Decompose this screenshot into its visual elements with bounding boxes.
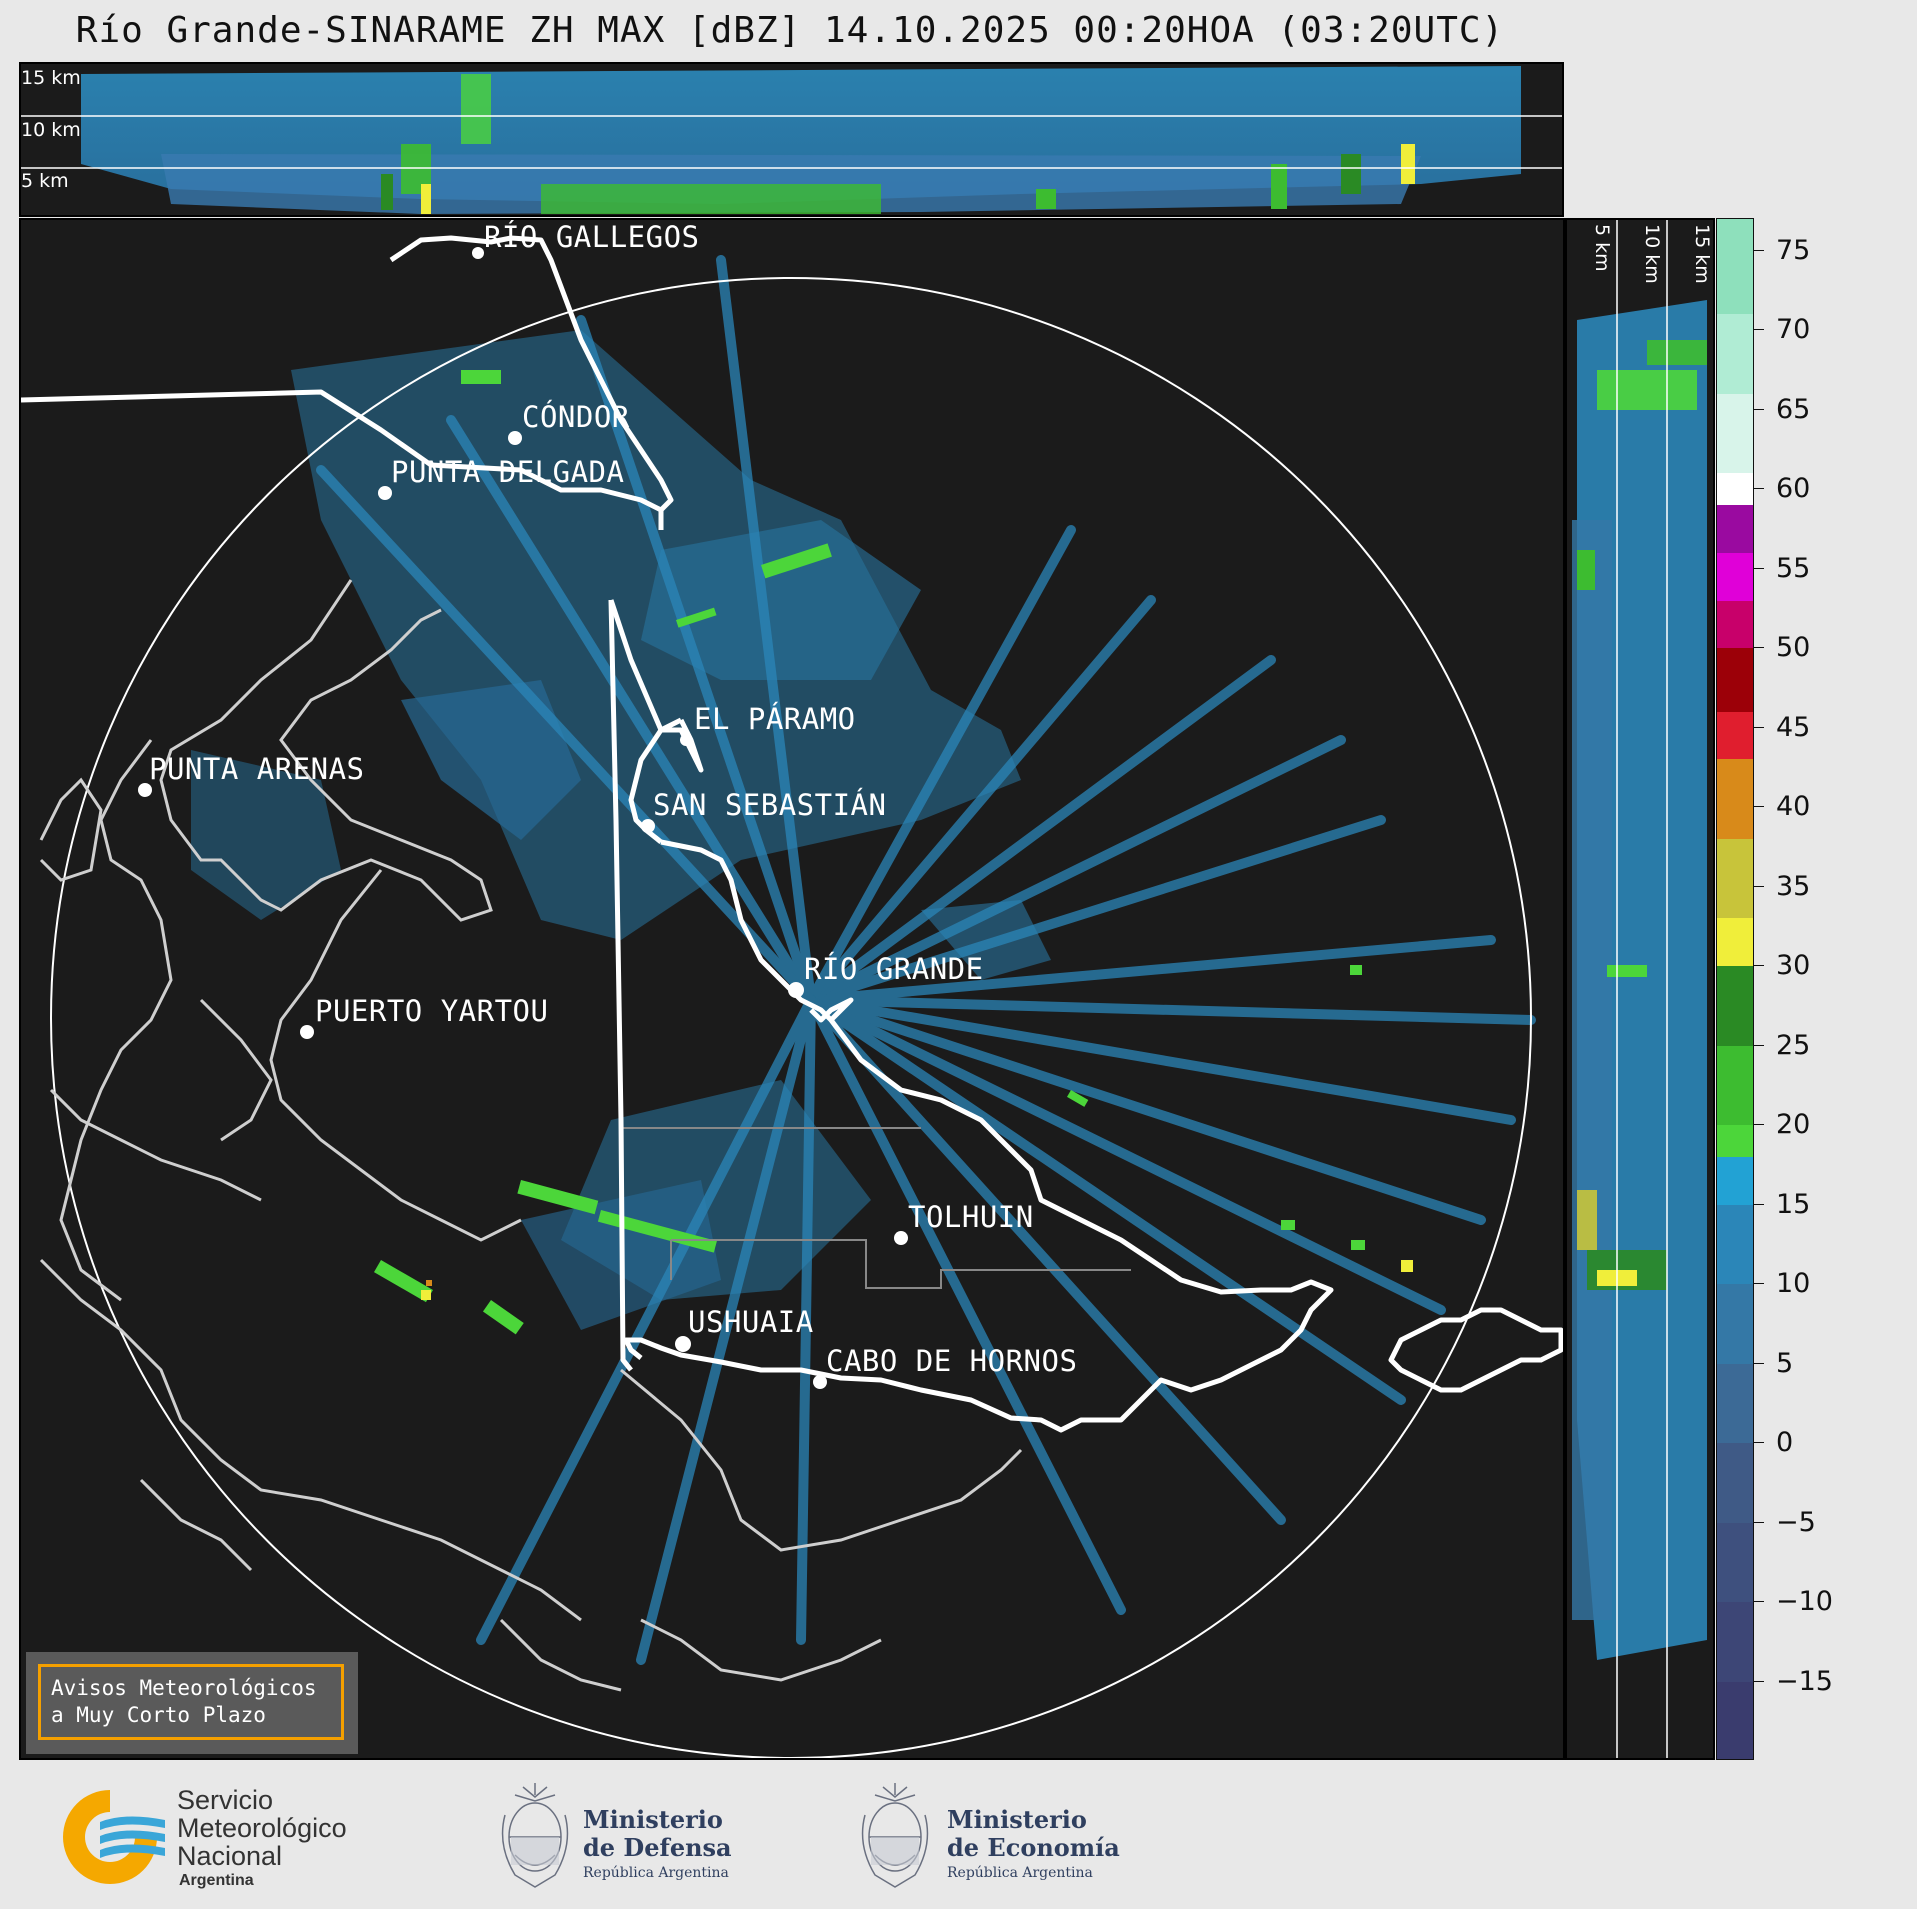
colorbar-tick-label: 10 (1776, 1268, 1811, 1300)
colorbar-tick-label: −10 (1776, 1586, 1833, 1618)
colorbar-band (1717, 473, 1753, 506)
defensa-line-2: de Defensa (583, 1833, 732, 1862)
colorbar-band (1717, 1284, 1753, 1364)
colorbar-band (1717, 1443, 1753, 1523)
colorbar-tick-label: 40 (1776, 791, 1811, 823)
colorbar-band (1717, 759, 1753, 839)
colorbar-tick-label: 20 (1776, 1109, 1811, 1141)
radar-map: RÍO GALLEGOS CÓNDOR PUNTA DELGADA EL PÁR… (19, 218, 1565, 1760)
place-label-punta-arenas: PUNTA ARENAS (149, 752, 365, 786)
place-label-el-paramo: EL PÁRAMO (694, 702, 856, 736)
notice-line-1: Avisos Meteorológicos (51, 1676, 317, 1700)
side-label-10km: 10 km (1641, 224, 1663, 284)
colorbar-tick-label: 60 (1776, 473, 1811, 505)
green-echoes (374, 370, 1365, 1335)
coat-of-arms-icon (501, 1783, 569, 1888)
colorbar-band (1717, 1156, 1753, 1205)
place-label-condor: CÓNDOR (522, 400, 630, 434)
colorbar-band (1717, 393, 1753, 474)
place-label-san-sebastian: SAN SEBASTIÁN (653, 788, 887, 822)
colorbar-band (1717, 1204, 1753, 1285)
colorbar-band (1717, 314, 1753, 394)
colorbar-band (1717, 552, 1753, 601)
economia-line-1: Ministerio (947, 1805, 1087, 1834)
top-label-10km: 10 km (21, 119, 81, 141)
colorbar-band (1717, 1602, 1753, 1682)
place-label-punta-delgada: PUNTA DELGADA (391, 455, 625, 489)
colorbar-band (1717, 505, 1753, 553)
colorbar-tick-label: 65 (1776, 393, 1811, 425)
colorbar-band (1717, 838, 1753, 919)
strong-echoes (421, 1260, 1413, 1300)
side-label-15km: 15 km (1691, 224, 1713, 284)
notice-line-2: a Muy Corto Plazo (51, 1703, 266, 1727)
colorbar-band (1717, 1045, 1753, 1126)
economia-logo: Ministerio de Economía República Argenti… (855, 1775, 1145, 1900)
colorbar-band (1717, 711, 1753, 760)
colorbar-band (1717, 918, 1753, 967)
colorbar-tick-label: 30 (1776, 950, 1811, 982)
colorbar-tick-label: 75 (1776, 234, 1811, 266)
colorbar-tick-label: 0 (1776, 1427, 1794, 1459)
colorbar-band (1717, 1522, 1753, 1603)
dbz-colorbar (1716, 218, 1754, 1760)
colorbar-tick-label: 55 (1776, 552, 1811, 584)
colorbar-band (1717, 219, 1753, 315)
colorbar-tick-label: 35 (1776, 870, 1811, 902)
defensa-logo: Ministerio de Defensa República Argentin… (495, 1775, 755, 1900)
colorbar-tick-label: 5 (1776, 1347, 1794, 1379)
smn-line-3: Nacional (177, 1841, 283, 1871)
colorbar-tick-label: 45 (1776, 711, 1811, 743)
place-label-ushuaia: USHUAIA (688, 1305, 814, 1339)
colorbar-band (1717, 1125, 1753, 1157)
province-boundary (621, 1127, 1131, 1289)
economia-line-3: República Argentina (947, 1865, 1093, 1881)
smn-line-4: Argentina (179, 1872, 254, 1889)
colorbar-tick-label: 70 (1776, 314, 1811, 346)
smn-logo: Servicio Meteorológico Nacional Argentin… (55, 1782, 395, 1892)
side-cross-section: 5 km 10 km 15 km (1565, 218, 1715, 1760)
side-label-5km: 5 km (1591, 224, 1613, 272)
defensa-line-3: República Argentina (583, 1865, 729, 1881)
top-label-15km: 15 km (21, 67, 81, 89)
defensa-line-1: Ministerio (583, 1805, 723, 1834)
colorbar-tick-label: −5 (1776, 1506, 1816, 1538)
colorbar-band (1717, 1363, 1753, 1444)
smn-emblem-icon (63, 1790, 165, 1884)
place-label-rio-gallegos: RÍO GALLEGOS (484, 220, 700, 254)
notice-frame: Avisos Meteorológicos a Muy Corto Plazo (38, 1664, 344, 1740)
colorbar-tick-label: 25 (1776, 1029, 1811, 1061)
page-title: Río Grande-SINARAME ZH MAX [dBZ] 14.10.2… (75, 10, 1505, 51)
place-markers (138, 247, 908, 1389)
colorbar-tick-label: −15 (1776, 1665, 1833, 1697)
coastline (39, 579, 1023, 1692)
colorbar-tick-label: 15 (1776, 1188, 1811, 1220)
place-label-puerto-yartou: PUERTO YARTOU (315, 994, 549, 1028)
notice-box[interactable]: Avisos Meteorológicos a Muy Corto Plazo (26, 1652, 358, 1754)
top-cross-section-echoes (21, 66, 1562, 214)
place-label-tolhuin: TOLHUIN (908, 1200, 1034, 1234)
colorbar-band (1717, 1681, 1753, 1759)
main-borders (21, 235, 1563, 1433)
colorbar-band (1717, 600, 1753, 649)
place-label-cabo-de-hornos: CABO DE HORNOS (826, 1344, 1078, 1378)
smn-line-2: Meteorológico (177, 1813, 347, 1843)
radar-map-layers (21, 235, 1563, 1758)
smn-line-1: Servicio (177, 1785, 274, 1815)
colorbar-band (1717, 966, 1753, 1046)
place-label-rio-grande: RÍO GRANDE (804, 952, 984, 986)
side-cross-section-echoes (1572, 220, 1707, 1758)
economia-line-2: de Economía (947, 1833, 1120, 1862)
top-label-5km: 5 km (21, 170, 69, 192)
radial-streaks (316, 255, 1536, 1665)
top-cross-section: 15 km 10 km 5 km (19, 62, 1564, 217)
range-ring (50, 277, 1532, 1758)
colorbar-band (1717, 648, 1753, 712)
colorbar-tick-label: 50 (1776, 632, 1811, 664)
coat-of-arms-icon (861, 1783, 929, 1888)
